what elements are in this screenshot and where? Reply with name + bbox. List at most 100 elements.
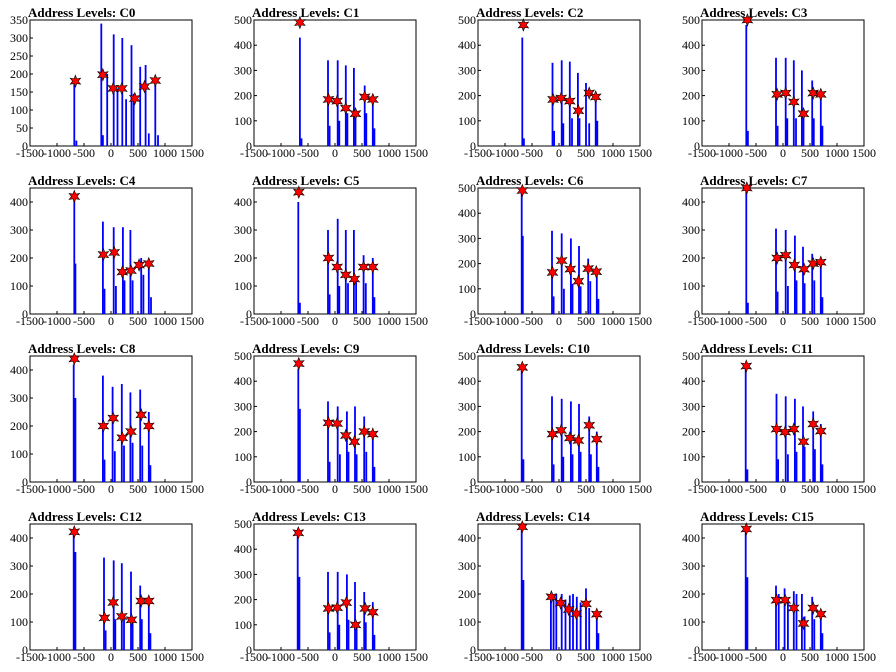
x-tick-label: 1500 xyxy=(628,650,652,664)
histogram-bar xyxy=(813,280,816,314)
panel-3: Address Levels: C30100200300400500-1500-… xyxy=(682,5,876,160)
x-tick-label: 500 xyxy=(129,146,147,160)
histogram-bar xyxy=(803,283,806,314)
peak-marker xyxy=(741,13,754,27)
x-tick-label: 500 xyxy=(353,146,371,160)
histogram-bar xyxy=(104,630,107,650)
x-tick-label: 0 xyxy=(332,650,338,664)
histogram-bar xyxy=(140,258,143,314)
x-tick-label: -500 xyxy=(745,482,767,496)
y-tick-label: 100 xyxy=(234,450,252,464)
histogram-bar xyxy=(139,389,142,482)
y-tick-label: 400 xyxy=(682,531,700,545)
x-tick-label: 1000 xyxy=(825,650,849,664)
x-tick-label: 1500 xyxy=(852,482,876,496)
peak-marker xyxy=(555,91,568,105)
histogram-bar xyxy=(74,398,77,482)
panel-4: Address Levels: C4 0 100 200 300 400 -1500 -100… xyxy=(10,173,204,328)
histogram-bar xyxy=(795,594,798,650)
histogram-bar xyxy=(142,274,145,314)
histogram-bar xyxy=(522,459,525,482)
peak-marker xyxy=(797,616,810,631)
histogram-bar xyxy=(371,100,374,146)
y-tick-label: 200 xyxy=(10,419,28,433)
peak-marker xyxy=(292,525,305,540)
peak-marker xyxy=(340,595,353,610)
histogram-bar xyxy=(346,113,349,146)
histogram-bar xyxy=(745,190,748,314)
histogram-bar xyxy=(560,594,563,650)
histogram-bar xyxy=(365,451,368,482)
y-tick-label: 500 xyxy=(682,13,700,27)
peak-marker xyxy=(580,596,592,611)
x-tick-label: -500 xyxy=(297,650,319,664)
panel-title: Address Levels: C1 xyxy=(252,5,359,20)
histogram-bar xyxy=(147,596,150,650)
histogram-bar xyxy=(521,37,524,146)
x-tick-label: 1500 xyxy=(180,314,204,328)
x-tick-label: -1000 xyxy=(43,650,71,664)
histogram-bar xyxy=(795,280,798,314)
peak-marker xyxy=(771,251,784,265)
histogram-bar xyxy=(572,594,574,650)
y-tick-label: 300 xyxy=(682,559,700,573)
x-tick-label: -1000 xyxy=(491,146,519,160)
x-tick-label: -500 xyxy=(745,146,767,160)
x-tick-label: -1000 xyxy=(715,314,743,328)
y-tick-label: 400 xyxy=(682,38,700,52)
x-tick-label: -500 xyxy=(521,650,543,664)
peak-marker xyxy=(115,81,128,96)
x-tick-label: -1000 xyxy=(715,146,743,160)
histogram-bar xyxy=(745,25,748,146)
x-tick-label: -1500 xyxy=(688,314,716,328)
histogram-bar xyxy=(149,633,152,650)
histogram-bar xyxy=(747,302,749,314)
x-tick-label: 0 xyxy=(780,314,786,328)
histogram-bar xyxy=(354,582,356,650)
y-tick-label: 300 xyxy=(682,63,700,77)
panel-title: Address Levels: C4 xyxy=(28,173,136,188)
y-tick-label: 100 xyxy=(234,279,252,293)
y-tick-label: 200 xyxy=(458,257,476,271)
x-tick-label: 1000 xyxy=(153,146,177,160)
panel-11: Address Levels: C11 0 100 200 300 400 500 -1500… xyxy=(682,341,876,496)
x-tick-label: 500 xyxy=(577,146,595,160)
histogram-bar xyxy=(355,622,358,650)
y-tick-label: 500 xyxy=(234,13,252,27)
y-tick-label: 100 xyxy=(10,447,28,461)
histogram-bar xyxy=(744,366,747,482)
y-tick-label: 200 xyxy=(234,251,252,265)
peak-marker xyxy=(590,264,603,279)
y-tick-label: 300 xyxy=(682,223,700,237)
histogram-bar xyxy=(587,258,590,314)
peak-marker xyxy=(516,183,529,198)
peak-marker xyxy=(69,74,82,89)
histogram-bar xyxy=(579,451,582,482)
histogram-bar xyxy=(338,624,341,650)
y-tick-label: 300 xyxy=(682,399,700,413)
histogram-bar xyxy=(328,632,331,650)
histogram-bar xyxy=(296,534,299,650)
histogram-bar xyxy=(125,99,127,146)
x-tick-label: -1000 xyxy=(267,314,295,328)
y-tick-label: 200 xyxy=(458,587,476,601)
axes-frame xyxy=(29,19,193,147)
y-tick-label: 400 xyxy=(10,195,28,209)
panel-10: Address Levels: C10 0 100 200 300 400 500 -1500… xyxy=(458,341,652,496)
peak-marker xyxy=(135,407,148,422)
histogram-bar xyxy=(775,228,777,314)
histogram-bar xyxy=(154,81,157,146)
y-tick-label: 300 xyxy=(234,567,252,581)
histogram-bar xyxy=(803,446,806,482)
axes-frame xyxy=(701,187,865,315)
histogram-bar xyxy=(775,585,777,650)
x-tick-label: 0 xyxy=(780,146,786,160)
peak-marker xyxy=(814,607,827,622)
histogram-bar xyxy=(114,619,117,650)
y-tick-label: 300 xyxy=(458,231,476,245)
panel-title: Address Levels: C11 xyxy=(700,341,813,356)
histogram-bar xyxy=(338,120,341,146)
peak-marker xyxy=(740,522,753,536)
peak-marker xyxy=(787,601,800,615)
